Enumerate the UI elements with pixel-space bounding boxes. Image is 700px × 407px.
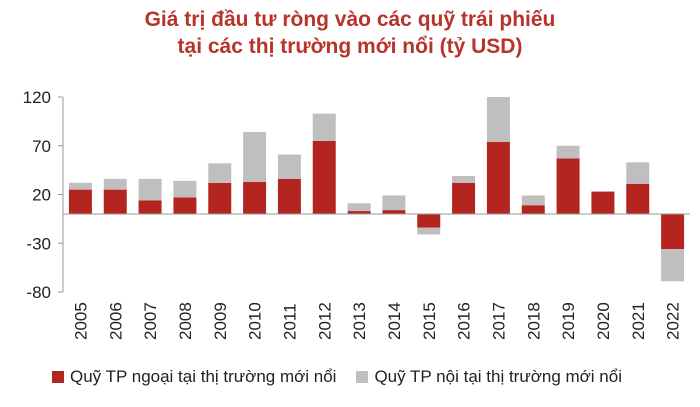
- bar-domestic-2008: [173, 180, 197, 198]
- bar-foreign-2021: [626, 183, 650, 214]
- x-tick-label-2018: 2018: [524, 302, 543, 340]
- x-tick-label-2008: 2008: [176, 302, 195, 340]
- legend-label-foreign: Quỹ TP ngoại tại thị trường mới nổi: [70, 367, 337, 386]
- y-tick-label: 20: [32, 186, 51, 205]
- x-tick-label-2016: 2016: [455, 302, 474, 340]
- bar-domestic-2009: [208, 163, 232, 183]
- bar-foreign-2022: [661, 214, 685, 250]
- legend-item-foreign: Quỹ TP ngoại tại thị trường mới nổi: [52, 367, 336, 387]
- legend-label-domestic: Quỹ TP nội tại thị trường mới nổi: [374, 367, 622, 386]
- bar-domestic-2015: [417, 227, 441, 235]
- bar-domestic-2005: [68, 182, 92, 190]
- y-tick-label: -80: [26, 283, 51, 302]
- bar-foreign-2015: [417, 214, 441, 228]
- bar-foreign-2020: [591, 191, 615, 214]
- x-tick-label-2011: 2011: [280, 303, 299, 340]
- bar-foreign-2016: [452, 182, 476, 214]
- x-tick-label-2014: 2014: [385, 302, 404, 340]
- y-tick-label: 120: [23, 88, 51, 107]
- axis-layer: 120 70 20 -30 -80: [23, 88, 64, 302]
- bar-domestic-2019: [556, 145, 580, 159]
- bar-domestic-2017: [486, 97, 510, 142]
- bar-domestic-2014: [382, 195, 406, 211]
- chart-title-line-2: tại các thị trường mới nổi (tỷ USD): [177, 35, 523, 58]
- bar-domestic-2016: [452, 175, 476, 183]
- bar-foreign-2013: [347, 211, 371, 214]
- bar-domestic-2006: [103, 178, 127, 190]
- x-tick-label-2015: 2015: [420, 302, 439, 340]
- bar-domestic-2018: [521, 195, 545, 206]
- x-tick-label-2010: 2010: [246, 302, 265, 340]
- bar-domestic-2011: [277, 154, 301, 179]
- bar-domestic-2012: [312, 113, 336, 141]
- bar-domestic-2021: [626, 162, 650, 184]
- bar-foreign-2019: [556, 158, 580, 214]
- bar-foreign-2009: [208, 182, 232, 214]
- bar-domestic-2010: [243, 132, 267, 182]
- legend-swatch-foreign: [52, 371, 64, 383]
- label-layer: 2005 2006 2007 2008 2009 2010 2011 2012 2013 2014…: [63, 213, 690, 340]
- legend-item-domestic: Quỹ TP nội tại thị trường mới nổi: [356, 367, 622, 387]
- bar-foreign-2008: [173, 197, 197, 214]
- bar-domestic-2007: [138, 178, 162, 201]
- x-tick-label-2005: 2005: [71, 302, 90, 340]
- bar-domestic-2013: [347, 203, 371, 212]
- x-tick-label-2007: 2007: [141, 302, 160, 340]
- chart-title: Giá trị đầu tư ròng vào các quỹ trái phi…: [0, 6, 700, 60]
- x-tick-label-2019: 2019: [559, 302, 578, 340]
- y-tick-label: -30: [26, 234, 51, 253]
- x-tick-label-2021: 2021: [629, 302, 648, 340]
- bar-foreign-2011: [277, 178, 301, 214]
- bar-foreign-2006: [103, 189, 127, 214]
- y-tick-label: 70: [32, 137, 51, 156]
- bar-layer: [68, 97, 685, 282]
- x-tick-label-2006: 2006: [106, 302, 125, 340]
- bar-domestic-2022: [661, 249, 685, 282]
- bar-foreign-2014: [382, 210, 406, 214]
- bar-foreign-2007: [138, 200, 162, 214]
- bar-foreign-2012: [312, 140, 336, 214]
- x-tick-label-2022: 2022: [664, 302, 683, 340]
- x-tick-label-2017: 2017: [489, 302, 508, 340]
- chart-legend: Quỹ TP ngoại tại thị trường mới nổi Quỹ …: [52, 367, 642, 387]
- x-tick-label-2009: 2009: [211, 302, 230, 340]
- bar-foreign-2010: [243, 181, 267, 214]
- x-tick-label-2020: 2020: [594, 302, 613, 340]
- x-tick-label-2013: 2013: [350, 302, 369, 340]
- legend-swatch-domestic: [356, 371, 369, 383]
- chart-title-line-1: Giá trị đầu tư ròng vào các quỹ trái phi…: [144, 8, 556, 31]
- bar-foreign-2018: [521, 205, 545, 214]
- x-tick-label-2012: 2012: [315, 302, 334, 340]
- bar-foreign-2017: [486, 141, 510, 214]
- bar-foreign-2005: [68, 189, 92, 214]
